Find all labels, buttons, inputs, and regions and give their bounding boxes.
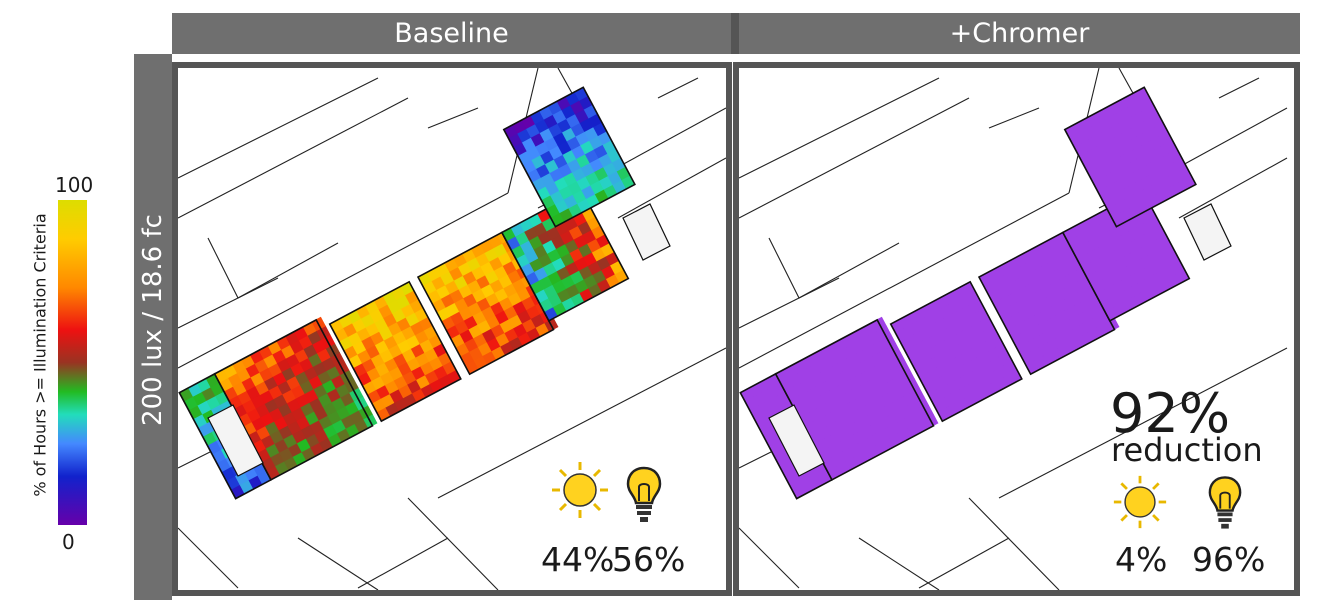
wall-line	[988, 107, 1040, 129]
row-label-bar	[134, 54, 172, 600]
column-title: Baseline	[394, 18, 509, 49]
wall-line	[968, 497, 1060, 590]
wall-line	[768, 237, 800, 299]
wall-line	[427, 107, 479, 129]
wall-line	[1178, 157, 1288, 219]
floorplan-heatmap-chromer	[739, 68, 1288, 590]
lightbulb-icon	[625, 465, 663, 529]
room-outline	[1063, 86, 1197, 228]
column-header-baseline: Baseline	[172, 13, 731, 54]
floorplan-heatmap-baseline	[178, 68, 726, 590]
heatmap-panel-baseline	[172, 62, 732, 596]
wall-line	[739, 97, 970, 219]
wall-line	[739, 527, 800, 589]
electric-percent-baseline: 56%	[612, 540, 686, 579]
wall-line	[357, 537, 449, 589]
wall-line	[1218, 77, 1260, 99]
heatmap-cells	[178, 86, 671, 500]
colorbar-title: % of Hours >= Illumination Criteria	[30, 213, 50, 497]
electric-percent-chromer: 96%	[1192, 540, 1266, 579]
daylight-percent-chromer: 4%	[1115, 540, 1168, 579]
wall-line	[297, 537, 379, 590]
reduction-label: reduction	[1111, 431, 1263, 469]
wall-line	[798, 242, 900, 299]
room-outline	[328, 280, 462, 423]
room-outline	[502, 86, 636, 228]
sun-icon	[550, 460, 610, 524]
stair-block	[1183, 203, 1232, 261]
lightbulb-icon	[1207, 474, 1243, 536]
daylight-percent-baseline: 44%	[541, 540, 615, 579]
wall-line	[237, 242, 339, 299]
colorbar-max-label: 100	[55, 173, 94, 197]
wall-line	[739, 277, 840, 329]
stair-block	[768, 404, 825, 477]
wall-line	[178, 527, 239, 589]
wall-line	[739, 192, 1070, 369]
wall-line	[657, 77, 699, 99]
wall-line	[207, 237, 239, 299]
header-separator	[731, 13, 739, 54]
wall-line	[437, 347, 726, 499]
corner-strip	[134, 54, 172, 62]
wall-line	[178, 277, 279, 329]
wall-line	[407, 497, 499, 590]
wall-line	[998, 347, 1288, 499]
sun-icon	[1112, 474, 1168, 534]
stair-block	[207, 404, 264, 477]
wall-line	[178, 97, 409, 219]
column-header-chromer: +Chromer	[739, 13, 1300, 54]
wall-line	[739, 77, 940, 179]
reduction-value: 92%	[1110, 382, 1231, 445]
colorbar-min-label: 0	[62, 530, 75, 554]
row-label: 200 lux / 18.6 fc	[138, 214, 168, 426]
wall-line	[858, 537, 940, 590]
colorbar	[58, 200, 87, 525]
column-title: +Chromer	[949, 18, 1090, 49]
wall-line	[617, 157, 726, 219]
heatmap-cells	[739, 86, 1232, 500]
wall-line	[918, 537, 1010, 589]
stair-block	[622, 203, 671, 261]
room-outline	[889, 280, 1023, 423]
wall-line	[178, 192, 509, 369]
wall-line	[178, 77, 379, 179]
heatmap-panel-chromer	[733, 62, 1300, 596]
